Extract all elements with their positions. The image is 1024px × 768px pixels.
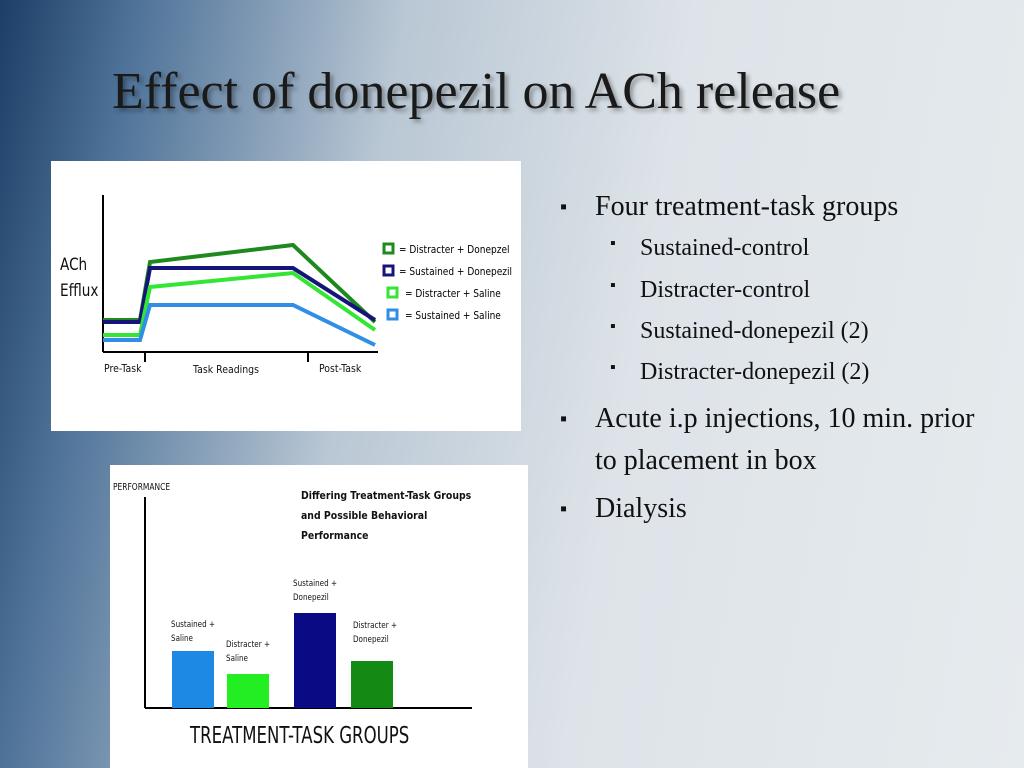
slide-title: Effect of donepezil on ACh release [112, 63, 841, 120]
series-line [103, 266, 377, 324]
line-chart-panel [51, 161, 521, 431]
bar [294, 613, 336, 708]
series-line [103, 303, 376, 347]
bar [227, 674, 269, 708]
bar [351, 661, 393, 708]
bar-label: Distracter + Donepezil [353, 621, 397, 645]
bar [172, 651, 214, 708]
bar-label: Sustained + Donepezil [293, 579, 338, 603]
y-axis-label: ACh Efflux [60, 255, 99, 301]
legend-label: = Sustained + Donepezil [399, 266, 512, 278]
bullet: Dialysis [560, 488, 995, 530]
x-tick-label: Task Readings [193, 363, 259, 376]
bullet: Acute i.p injections, 10 min. prior to p… [560, 398, 995, 482]
x-tick-label: Post-Task [319, 362, 362, 375]
legend-swatch [386, 286, 399, 299]
sub-bullet: Distracter-control [610, 277, 810, 304]
x-tick-label: Pre-Task [104, 362, 142, 375]
sub-bullet: Sustained-control [610, 235, 809, 262]
sub-bullet: Distracter-donepezil (2) [610, 359, 869, 386]
legend-label: = Distracter + Saline [405, 288, 501, 300]
bar-label: Sustained + Saline [171, 620, 216, 644]
legend-swatch [382, 242, 395, 255]
x-axis-label: TREATMENT-TASK GROUPS [190, 723, 410, 749]
bullet: Four treatment-task groups [560, 186, 995, 228]
y-axis-label: PERFORMANCE [113, 482, 171, 493]
chart-title: Differing Treatment-Task Groups and Poss… [301, 489, 472, 542]
bar-label: Distracter + Saline [226, 640, 270, 664]
legend-label: = Distracter + Donepzel [399, 244, 510, 256]
legend-label: = Sustained + Saline [405, 310, 501, 322]
sub-bullet: Sustained-donepezil (2) [610, 318, 869, 345]
legend-swatch [386, 308, 399, 321]
legend-swatch [382, 264, 395, 277]
series-line [103, 270, 377, 337]
